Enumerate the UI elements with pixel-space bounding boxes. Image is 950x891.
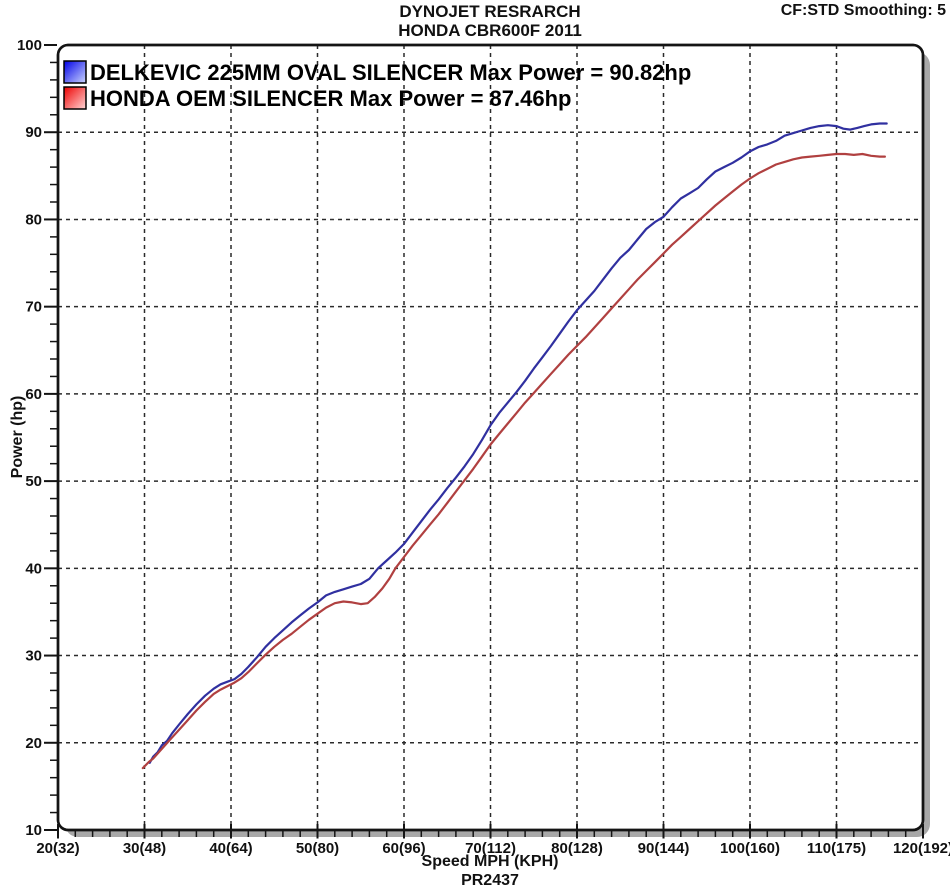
smoothing-annotation: CF:STD Smoothing: 5 [781,2,946,19]
y-tick-label-80: 80 [25,211,42,228]
x-tick-label-20: 20(32) [36,840,79,857]
x-tick-label-60: 60(96) [382,840,425,857]
y-tick-label-100: 100 [17,37,42,54]
x-axis-title: Speed MPH (KPH) [422,853,559,870]
chart-title: DYNOJET RESRARCH [399,2,580,21]
x-tick-label-30: 30(48) [123,840,166,857]
x-tick-label-120: 120(192) [893,840,950,857]
y-tick-label-30: 30 [25,648,42,665]
axis-ticks [44,44,924,839]
legend-swatch-honda-oem [63,86,87,110]
y-tick-label-90: 90 [25,124,42,141]
grid [59,46,922,829]
y-tick-label-10: 10 [25,822,42,839]
x-tick-label-70: 70(112) [465,840,516,857]
legend-swatch-delkevic [63,60,87,84]
axis-tick-labels: 20(32) 30(48) 40(64) 50(80) 60(96) 70(112) 80(… [17,37,950,857]
chart-subtitle: HONDA CBR600F 2011 [398,21,582,40]
x-tick-label-80: 80(128) [551,840,603,857]
x-tick-label-50: 50(80) [296,840,339,857]
series-line-0 [148,122,888,764]
y-axis-title: Power (hp) [9,396,26,479]
x-tick-label-110: 110(175) [807,840,866,857]
legend: DELKEVIC 225MM OVAL SILENCER Max Power =… [63,60,691,111]
y-tick-label-70: 70 [25,299,42,316]
y-tick-label-20: 20 [25,735,42,752]
y-tick-label-60: 60 [25,386,42,403]
plot-frame-outline [56,43,925,832]
legend-label-honda-oem: HONDA OEM SILENCER Max Power = 87.46hp [90,86,571,111]
series-curves [141,122,888,770]
series-line-1 [141,152,887,770]
y-tick-label-50: 50 [25,473,42,490]
chart-footer-code: PR2437 [461,872,519,889]
x-tick-label-40: 40(64) [209,840,252,857]
legend-label-delkevic: DELKEVIC 225MM OVAL SILENCER Max Power =… [90,60,691,85]
x-tick-label-100: 100(160) [720,840,780,857]
y-tick-label-40: 40 [25,560,42,577]
x-tick-label-90: 90(144) [638,840,690,857]
